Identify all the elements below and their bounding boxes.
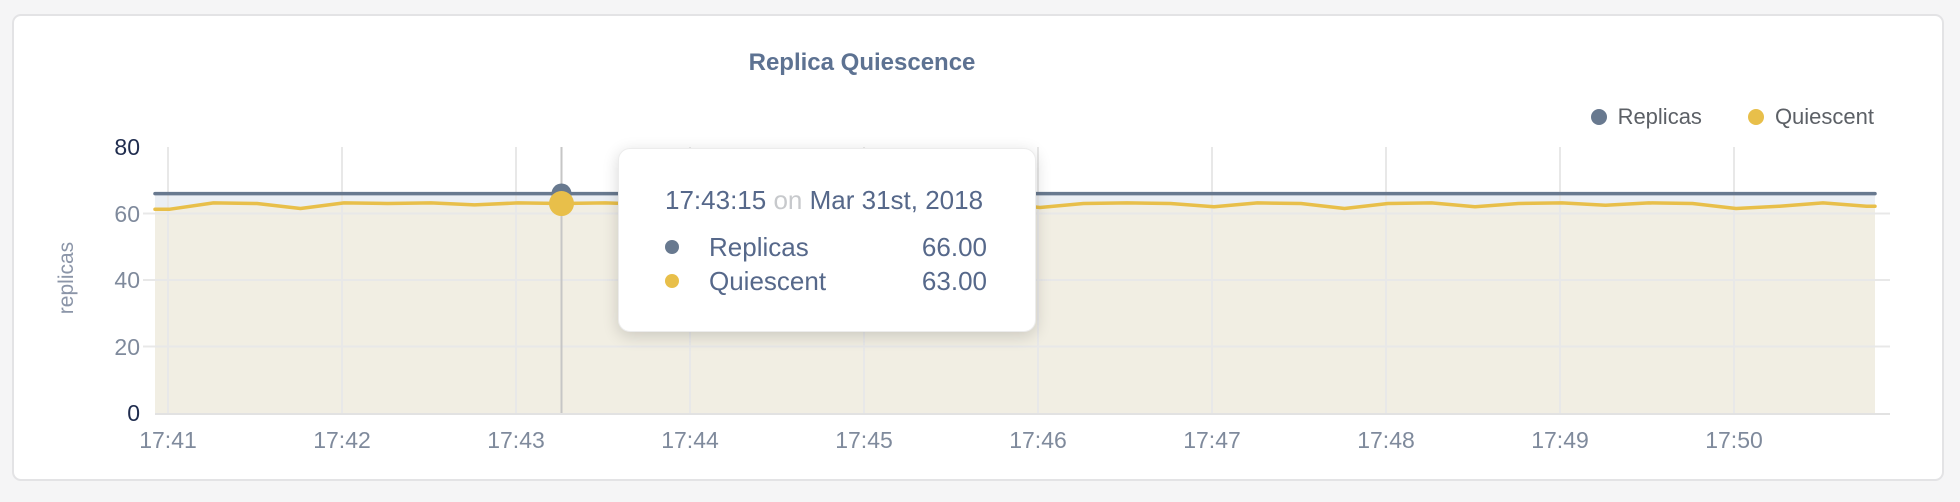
x-axis-tick-label: 17:46: [1009, 427, 1067, 453]
y-axis-tick-label: 40: [114, 267, 140, 293]
tooltip-date: Mar 31st, 2018: [809, 185, 984, 215]
chart-title: Replica Quiescence: [748, 49, 976, 76]
tooltip-row-replicas: Replicas 66.00: [665, 230, 987, 264]
x-axis-tick-label: 17:49: [1531, 427, 1589, 453]
y-axis-tick-label: 0: [127, 400, 140, 426]
x-axis-tick-label: 17:45: [835, 427, 893, 453]
quiescent-hover-dot: [549, 191, 574, 217]
x-axis-tick-label: 17:47: [1183, 427, 1241, 453]
x-axis-tick-label: 17:50: [1705, 427, 1763, 453]
quiescent-series-dot-icon: [665, 274, 679, 288]
replicas-series-dot-icon: [1590, 109, 1607, 125]
tooltip-header: 17:43:15 on Mar 31st, 2018: [665, 185, 987, 216]
tooltip-series-label: Replicas: [709, 231, 809, 262]
legend: Replicas Quiescent: [1590, 104, 1874, 130]
tooltip-connector: on: [773, 185, 803, 215]
tooltip-series-label: Quiescent: [709, 265, 827, 296]
x-axis-tick-label: 17:48: [1357, 427, 1415, 453]
legend-item-quiescent[interactable]: Quiescent: [1747, 104, 1874, 130]
legend-label: Replicas: [1617, 104, 1702, 129]
hover-tooltip: 17:43:15 on Mar 31st, 2018 Replicas 66.0…: [618, 148, 1036, 332]
x-axis-tick-label: 17:41: [139, 427, 197, 453]
legend-item-replicas[interactable]: Replicas: [1590, 104, 1702, 130]
legend-label: Quiescent: [1774, 104, 1874, 129]
replicas-series-dot-icon: [665, 240, 679, 254]
x-axis-tick-label: 17:42: [313, 427, 371, 453]
y-axis-tick-label: 60: [114, 200, 140, 227]
y-axis-tick-label: 80: [114, 134, 140, 160]
tooltip-time: 17:43:15: [665, 185, 767, 215]
tooltip-row-quiescent: Quiescent 63.00: [665, 264, 987, 298]
quiescent-series-dot-icon: [1747, 109, 1764, 125]
x-axis-tick-label: 17:43: [487, 427, 545, 453]
y-axis-tick-label: 20: [114, 333, 140, 360]
tooltip-series-value: 63.00: [921, 265, 987, 296]
tooltip-series-value: 66.00: [921, 231, 987, 262]
x-axis-tick-label: 17:44: [661, 427, 719, 453]
